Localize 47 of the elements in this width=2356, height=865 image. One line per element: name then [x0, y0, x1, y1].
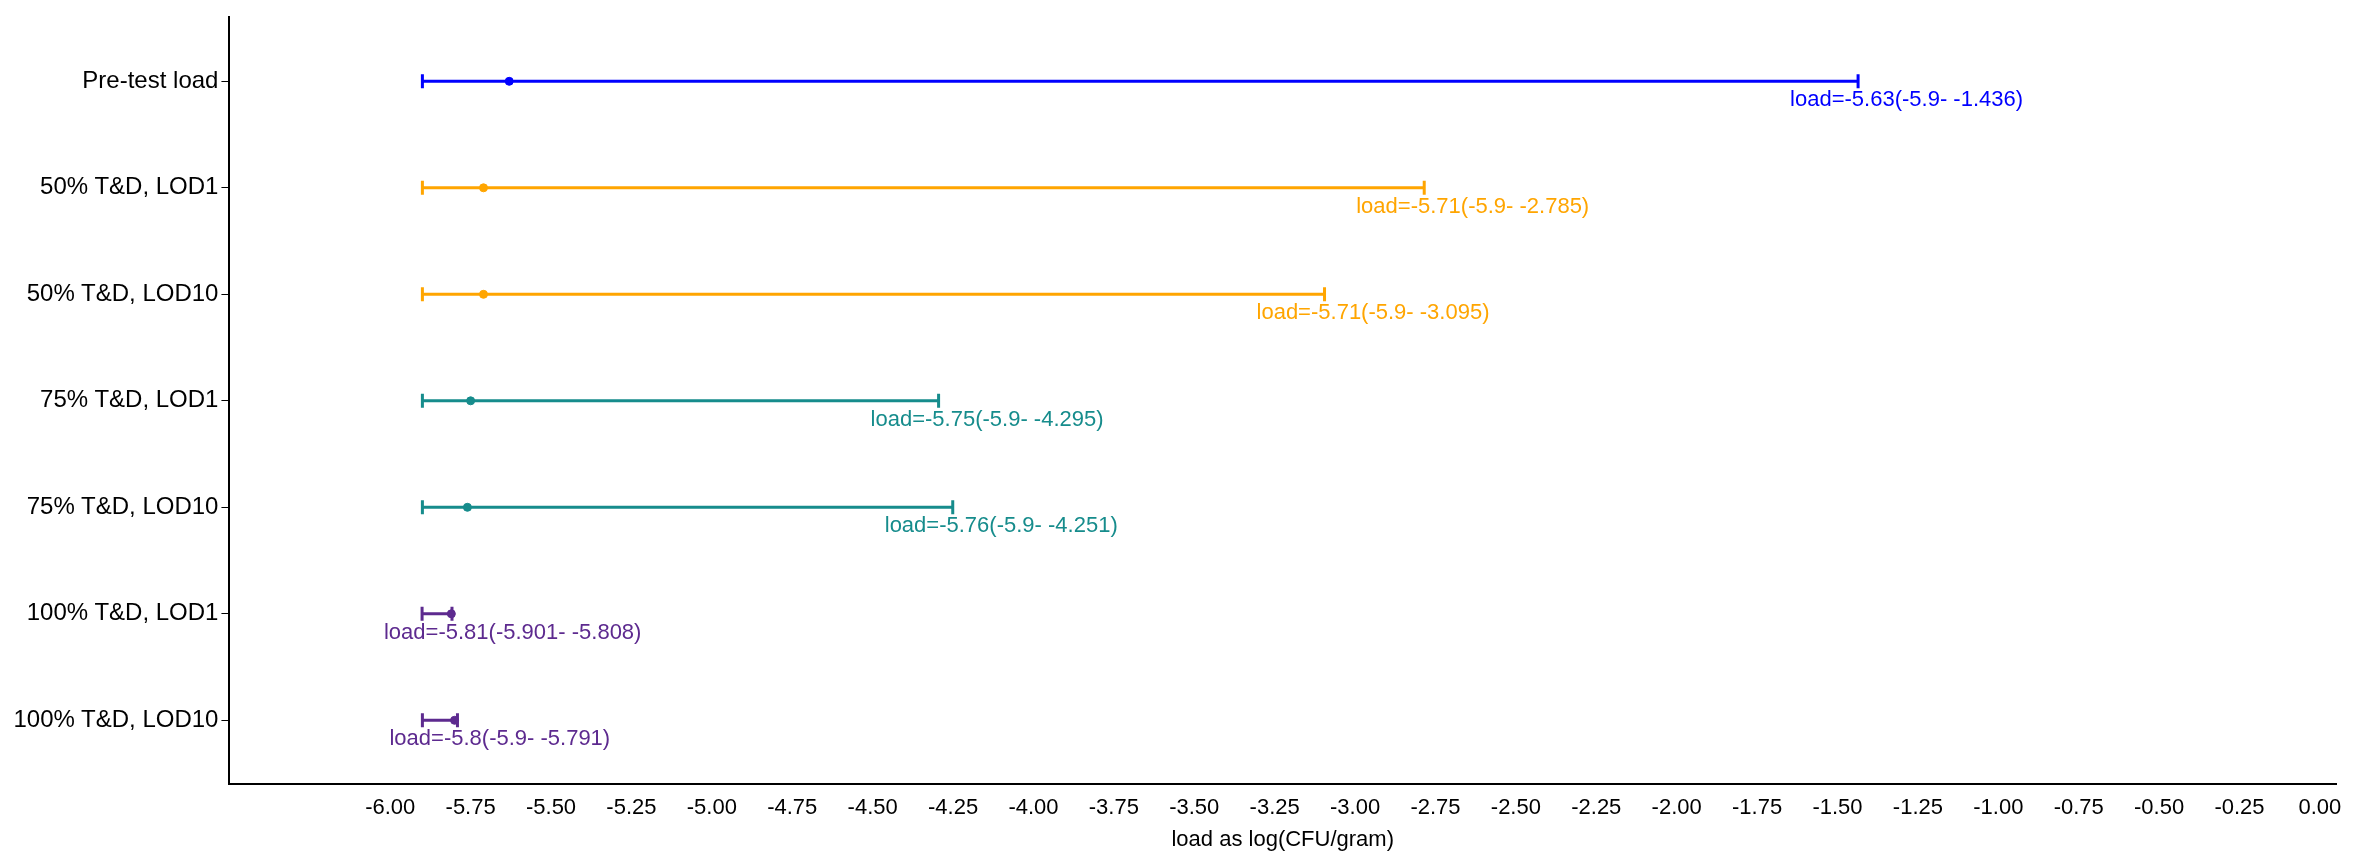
x-tick-label: -3.00: [1330, 794, 1381, 820]
x-tick-label: -4.50: [847, 794, 898, 820]
y-tick-label: 100% T&D, LOD10: [13, 704, 219, 732]
x-tick-label: -2.75: [1410, 794, 1461, 820]
x-tick-label: -2.50: [1490, 794, 1541, 820]
x-tick-label: -4.00: [1008, 794, 1059, 820]
x-tick-label: -0.75: [2053, 794, 2104, 820]
point: [479, 183, 489, 193]
annotation: load=-5.63(-5.9- -1.436): [1790, 86, 2024, 112]
x-tick-label: -1.50: [1812, 794, 1863, 820]
y-tick-label: 50% T&D, LOD1: [40, 172, 219, 200]
annotation: load=-5.71(-5.9- -2.785): [1356, 192, 1590, 218]
point: [479, 289, 489, 299]
annotation: load=-5.76(-5.9- -4.251): [884, 512, 1118, 538]
annotation: load=-5.71(-5.9- -3.095): [1256, 299, 1490, 325]
y-tick-label: 100% T&D, LOD1: [26, 598, 219, 626]
annotation: load=-5.75(-5.9- -4.295): [870, 405, 1104, 431]
x-tick-label: -1.25: [1892, 794, 1943, 820]
x-tick-label: -5.75: [445, 794, 496, 820]
x-axis-title: load as log(CFU/gram): [1171, 825, 1394, 851]
x-tick-label: -4.75: [767, 794, 818, 820]
x-tick-label: -3.75: [1088, 794, 1139, 820]
x-tick-label: -1.75: [1732, 794, 1783, 820]
point: [446, 609, 456, 619]
y-tick-label: Pre-test load: [82, 65, 219, 93]
y-tick-label: 75% T&D, LOD1: [40, 385, 219, 413]
x-tick-label: -4.25: [927, 794, 979, 820]
x-tick-label: -6.00: [365, 794, 416, 820]
y-tick-label: 75% T&D, LOD10: [26, 491, 219, 519]
annotation: load=-5.81(-5.901- -5.808): [383, 618, 642, 644]
y-tick-label: 50% T&D, LOD10: [26, 278, 219, 306]
x-tick-label: 0.00: [2298, 794, 2342, 820]
point: [466, 396, 476, 406]
x-tick-label: -0.50: [2134, 794, 2185, 820]
x-tick-label: -1.00: [1973, 794, 2024, 820]
point: [462, 502, 472, 512]
x-tick-label: -5.00: [686, 794, 737, 820]
x-tick-label: -2.00: [1651, 794, 1702, 820]
x-tick-label: -2.25: [1571, 794, 1622, 820]
annotation: load=-5.8(-5.9- -5.791): [389, 725, 611, 751]
x-tick-label: -3.50: [1169, 794, 1220, 820]
point: [450, 715, 460, 725]
x-tick-label: -5.25: [606, 794, 657, 820]
x-tick-label: -3.25: [1249, 794, 1300, 820]
x-tick-label: -5.50: [525, 794, 577, 820]
x-tick-label: -0.25: [2214, 794, 2265, 820]
point: [504, 76, 514, 86]
